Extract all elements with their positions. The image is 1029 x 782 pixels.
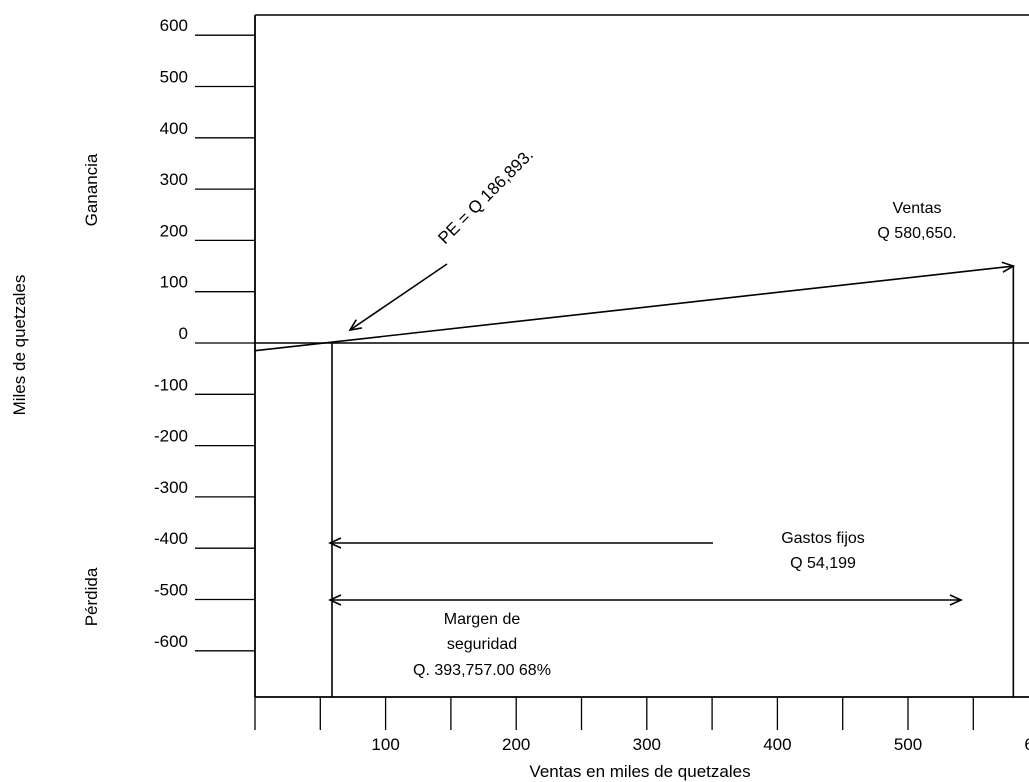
x-tick-label: 300 [633, 735, 661, 754]
y-tick-label: -100 [154, 375, 188, 394]
ventas-value: Q 580,650. [877, 225, 956, 242]
x-axis-title: Ventas en miles de quetzales [529, 762, 750, 781]
axes [254, 14, 1029, 698]
gastos-value: Q 54,199 [790, 555, 856, 572]
margen-line-1: Margen de [444, 611, 521, 628]
x-tick-label: 100 [371, 735, 399, 754]
tick-labels: 600 500 400 300 200 100 0 -100 -200 -300 -400 -500 -… [154, 16, 1029, 754]
ventas-title: Ventas [893, 200, 942, 217]
y-tick-label: -500 [154, 581, 188, 600]
margen-line-3: Q. 393,757.00 68% [413, 662, 551, 679]
pe-arrow [348, 263, 448, 332]
gastos-title: Gastos fijos [781, 530, 865, 547]
x-tick-label: 400 [763, 735, 791, 754]
pe-label: PE = Q 186,893. [434, 145, 537, 248]
y-tick-label: 600 [160, 16, 188, 35]
x-tick-label: 500 [894, 735, 922, 754]
loss-region-label: Pérdida [82, 567, 101, 626]
series-layer [254, 261, 1016, 697]
y-tick-label: -200 [154, 427, 188, 446]
y-tick-label: 100 [160, 273, 188, 292]
y-tick-label: -300 [154, 478, 188, 497]
y-tick-label: 400 [160, 119, 188, 138]
sales-line [254, 261, 1016, 352]
x-tick-label: 600 [1024, 735, 1029, 754]
x-tick-label: 200 [502, 735, 530, 754]
y-tick-label: 300 [160, 170, 188, 189]
y-tick-label: 0 [179, 324, 188, 343]
y-axis-title: Miles de quetzales [10, 275, 29, 416]
tick-marks [195, 34, 974, 730]
margen-line-2: seguridad [447, 636, 517, 653]
y-tick-label: -600 [154, 632, 188, 651]
gain-region-label: Ganancia [82, 153, 101, 226]
y-tick-label: 200 [160, 221, 188, 240]
y-tick-label: -400 [154, 529, 188, 548]
y-tick-label: 500 [160, 68, 188, 87]
